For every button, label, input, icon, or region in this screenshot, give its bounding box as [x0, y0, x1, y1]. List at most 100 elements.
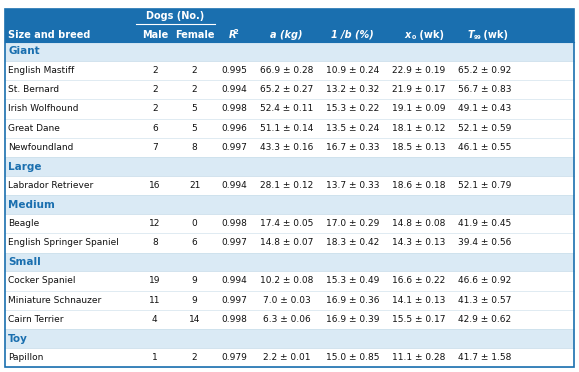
Text: 49.1 ± 0.43: 49.1 ± 0.43	[458, 105, 511, 113]
Text: 18.6 ± 0.18: 18.6 ± 0.18	[392, 181, 446, 190]
Bar	[5, 176, 574, 195]
Text: 16.9 ± 0.36: 16.9 ± 0.36	[326, 296, 379, 305]
Text: 2: 2	[192, 85, 197, 94]
Text: 9: 9	[192, 276, 197, 285]
Bar	[5, 138, 574, 157]
Text: 14.1 ± 0.13: 14.1 ± 0.13	[392, 296, 445, 305]
Text: 46.1 ± 0.55: 46.1 ± 0.55	[458, 143, 511, 152]
Text: 2: 2	[192, 353, 197, 362]
Text: 2.2 ± 0.01: 2.2 ± 0.01	[263, 353, 310, 362]
Text: 0.997: 0.997	[222, 143, 247, 152]
Text: 46.6 ± 0.92: 46.6 ± 0.92	[458, 276, 511, 285]
Text: 15.3 ± 0.22: 15.3 ± 0.22	[326, 105, 379, 113]
Text: 0: 0	[411, 35, 416, 40]
Text: 0.994: 0.994	[222, 181, 247, 190]
Text: 2: 2	[234, 29, 239, 35]
Text: Labrador Retriever: Labrador Retriever	[8, 181, 93, 190]
Text: 14.8 ± 0.08: 14.8 ± 0.08	[392, 219, 445, 228]
Text: 15.0 ± 0.85: 15.0 ± 0.85	[326, 353, 379, 362]
Text: 2: 2	[152, 85, 157, 94]
Text: 0.997: 0.997	[222, 296, 247, 305]
Text: 14: 14	[189, 315, 200, 324]
Text: 18.5 ± 0.13: 18.5 ± 0.13	[392, 143, 446, 152]
Text: 1 /b (%): 1 /b (%)	[331, 30, 374, 40]
Text: (wk): (wk)	[480, 30, 508, 40]
Text: 0.998: 0.998	[222, 315, 247, 324]
Text: Cocker Spaniel: Cocker Spaniel	[8, 276, 76, 285]
Text: 7.0 ± 0.03: 7.0 ± 0.03	[263, 296, 310, 305]
Text: Female: Female	[175, 30, 214, 40]
Text: 0.997: 0.997	[222, 238, 247, 247]
Text: Beagle: Beagle	[8, 219, 39, 228]
Bar	[5, 195, 574, 214]
Text: 22.9 ± 0.19: 22.9 ± 0.19	[392, 66, 445, 75]
Text: 7: 7	[152, 143, 157, 152]
Text: 6.3 ± 0.06: 6.3 ± 0.06	[263, 315, 310, 324]
Text: 16.7 ± 0.33: 16.7 ± 0.33	[326, 143, 379, 152]
Text: 11: 11	[149, 296, 160, 305]
Text: 9: 9	[192, 296, 197, 305]
Text: Size and breed: Size and breed	[8, 30, 90, 40]
Text: 5: 5	[192, 124, 197, 133]
Text: 21.9 ± 0.17: 21.9 ± 0.17	[392, 85, 445, 94]
Text: 17.0 ± 0.29: 17.0 ± 0.29	[326, 219, 379, 228]
Text: 2: 2	[192, 66, 197, 75]
Text: 0.979: 0.979	[222, 353, 247, 362]
Text: 16.9 ± 0.39: 16.9 ± 0.39	[326, 315, 379, 324]
Text: 4: 4	[152, 315, 157, 324]
Text: 0.998: 0.998	[222, 219, 247, 228]
Bar	[5, 214, 574, 233]
Text: 42.9 ± 0.62: 42.9 ± 0.62	[458, 315, 511, 324]
Text: Cairn Terrier: Cairn Terrier	[8, 315, 64, 324]
Bar	[5, 253, 574, 271]
Text: 19.1 ± 0.09: 19.1 ± 0.09	[392, 105, 446, 113]
Text: 2: 2	[152, 105, 157, 113]
Text: 19: 19	[149, 276, 160, 285]
Text: 16: 16	[149, 181, 160, 190]
Text: 6: 6	[192, 238, 197, 247]
Text: Medium: Medium	[8, 200, 55, 209]
Text: 52.4 ± 0.11: 52.4 ± 0.11	[260, 105, 313, 113]
Bar	[5, 80, 574, 99]
Bar	[5, 348, 574, 367]
Text: 66.9 ± 0.28: 66.9 ± 0.28	[260, 66, 313, 75]
Text: 99: 99	[474, 35, 481, 40]
Text: 65.2 ± 0.27: 65.2 ± 0.27	[260, 85, 313, 94]
Text: 51.1 ± 0.14: 51.1 ± 0.14	[260, 124, 313, 133]
Text: 41.9 ± 0.45: 41.9 ± 0.45	[458, 219, 511, 228]
Text: 41.7 ± 1.58: 41.7 ± 1.58	[458, 353, 511, 362]
Text: a (kg): a (kg)	[270, 30, 303, 40]
Text: 1: 1	[152, 353, 157, 362]
Text: 13.5 ± 0.24: 13.5 ± 0.24	[326, 124, 379, 133]
Text: 13.7 ± 0.33: 13.7 ± 0.33	[326, 181, 379, 190]
Text: Great Dane: Great Dane	[8, 124, 60, 133]
Text: Irish Wolfhound: Irish Wolfhound	[8, 105, 79, 113]
Text: x: x	[404, 30, 411, 40]
Text: 0.998: 0.998	[222, 105, 247, 113]
Text: 21: 21	[189, 181, 200, 190]
Text: Small: Small	[8, 257, 41, 267]
Text: 5: 5	[192, 105, 197, 113]
Bar	[5, 42, 574, 61]
Text: 41.3 ± 0.57: 41.3 ± 0.57	[458, 296, 511, 305]
Text: St. Bernard: St. Bernard	[8, 85, 59, 94]
Text: 12: 12	[149, 219, 160, 228]
Bar	[5, 9, 574, 42]
Text: 13.2 ± 0.32: 13.2 ± 0.32	[326, 85, 379, 94]
Text: 10.9 ± 0.24: 10.9 ± 0.24	[326, 66, 379, 75]
Text: English Springer Spaniel: English Springer Spaniel	[8, 238, 119, 247]
Text: 18.1 ± 0.12: 18.1 ± 0.12	[392, 124, 445, 133]
Text: 15.3 ± 0.49: 15.3 ± 0.49	[326, 276, 379, 285]
Bar	[5, 271, 574, 291]
Text: 52.1 ± 0.79: 52.1 ± 0.79	[458, 181, 511, 190]
Bar	[5, 329, 574, 348]
Text: T: T	[467, 30, 474, 40]
Text: Miniature Schnauzer: Miniature Schnauzer	[8, 296, 101, 305]
Text: 17.4 ± 0.05: 17.4 ± 0.05	[260, 219, 313, 228]
Text: 8: 8	[192, 143, 197, 152]
Bar	[5, 61, 574, 80]
Bar	[5, 119, 574, 138]
Text: 0.994: 0.994	[222, 85, 247, 94]
Text: Dogs (No.): Dogs (No.)	[146, 11, 205, 21]
Text: 0.995: 0.995	[222, 66, 247, 75]
